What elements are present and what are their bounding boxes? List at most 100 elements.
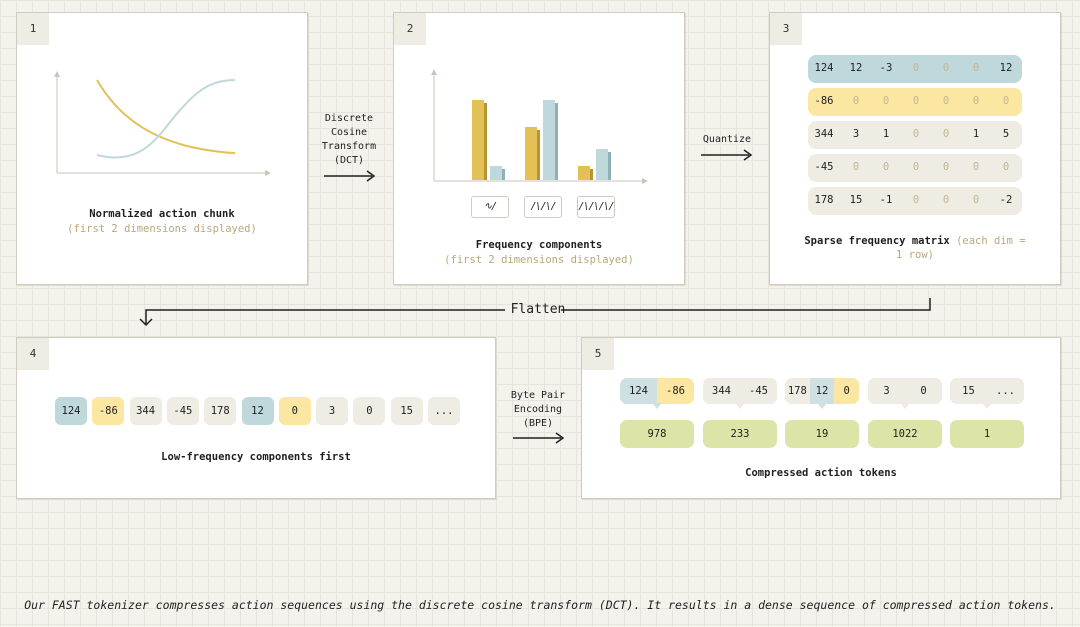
bar-group2-dim1 <box>525 127 537 180</box>
matrix-cell: 0 <box>942 95 950 107</box>
matrix-cell: -1 <box>879 194 893 206</box>
action-chunk-plot <box>54 71 271 176</box>
panel-compressed-tokens: 5 124 -86 344 -45 178 12 0 3 0 15... 978 233 19 1022… <box>581 337 1061 499</box>
bpe-group-value: -86 <box>657 378 694 404</box>
matrix-cell: 0 <box>912 194 920 206</box>
flatten-step-label: Flatten <box>510 302 566 317</box>
quantize-step-label: Quantize <box>702 134 752 145</box>
matrix-cell: -45 <box>814 161 834 173</box>
compressed-token: 19 <box>785 420 859 448</box>
bar-group1-dim1 <box>472 100 484 180</box>
sequence-chip: 124 <box>55 397 87 425</box>
bpe-group-value: -45 <box>740 378 777 404</box>
bpe-group-value: 15 <box>950 378 987 404</box>
y-axis-arrow <box>431 69 437 75</box>
mid-frequency-wave-icon: /\/\/ <box>524 196 562 218</box>
dct-step-label: Discrete Cosine Transform (DCT) <box>321 113 377 166</box>
matrix-cell: 0 <box>972 95 980 107</box>
panel-title: Normalized action chunk <box>89 208 235 220</box>
bpe-group-value: 12 <box>809 378 835 404</box>
panel-frequency-components: 2 ∿/ /\/\/ /\/\/\/ Frequency components … <box>393 12 685 285</box>
panel-number: 1 <box>17 13 49 45</box>
panel-title: Compressed action tokens <box>745 467 897 479</box>
bar-group3-dim2 <box>596 149 608 180</box>
sequence-chip: 3 <box>316 397 349 425</box>
bpe-group-value: 0 <box>905 378 942 404</box>
matrix-cell: 12 <box>849 62 863 74</box>
panel-title: Low-frequency components first <box>161 451 351 463</box>
compressed-token: 233 <box>703 420 777 448</box>
dimension-2-curve <box>96 79 236 159</box>
y-axis-arrow <box>54 71 60 77</box>
bpe-group-value: 344 <box>703 378 740 404</box>
panel-normalized-action-chunk: 1 Normalized action chunk (first 2 dimen… <box>16 12 308 285</box>
panel-number: 3 <box>770 13 802 45</box>
bpe-group-pointer <box>982 403 992 409</box>
bpe-group: 15... <box>950 378 1024 404</box>
bpe-arrow <box>513 432 565 444</box>
matrix-cell: 0 <box>882 95 890 107</box>
panel-number: 2 <box>394 13 426 45</box>
matrix-cell: 0 <box>912 95 920 107</box>
panel-number: 5 <box>582 338 614 370</box>
matrix-cell: 0 <box>852 161 860 173</box>
bpe-group-pointer <box>900 403 910 409</box>
panel-title-block: Sparse frequency matrix (each dim = 1 ro… <box>800 234 1030 262</box>
sequence-chip: 344 <box>129 397 162 425</box>
sequence-chip: 0 <box>278 397 311 425</box>
matrix-cell: 178 <box>814 194 834 206</box>
panel-sparse-frequency-matrix: 3 124 12 -3 0 0 0 12 -86 0 0 0 0 0 0 344 3 1 0 0 1 5 -45 0 0 0 0 0… <box>769 12 1061 285</box>
matrix-cell: 5 <box>1002 128 1010 140</box>
matrix-row-5: 178 15 -1 0 0 0 -2 <box>808 187 1022 215</box>
sequence-chip: -45 <box>166 397 199 425</box>
matrix-cell: 0 <box>1002 161 1010 173</box>
bpe-group: 124 -86 <box>620 378 694 404</box>
high-frequency-wave-icon: /\/\/\/ <box>577 196 615 218</box>
bpe-group: 178 12 0 <box>785 378 859 404</box>
matrix-cell: 12 <box>999 62 1013 74</box>
matrix-cell: 0 <box>942 161 950 173</box>
matrix-cell: 0 <box>942 62 950 74</box>
matrix-cell: 0 <box>972 161 980 173</box>
matrix-cell: 0 <box>882 161 890 173</box>
matrix-row-4: -45 0 0 0 0 0 0 <box>808 154 1022 182</box>
matrix-cell: 0 <box>912 161 920 173</box>
matrix-cell: 1 <box>882 128 890 140</box>
compressed-token: 978 <box>620 420 694 448</box>
dct-arrow <box>324 170 376 182</box>
quantize-arrow <box>701 149 753 161</box>
figure-caption: Our FAST tokenizer compresses action seq… <box>24 598 1056 612</box>
bpe-group-pointer <box>735 403 745 409</box>
flatten-connector <box>139 298 931 327</box>
sequence-chip: 178 <box>204 397 237 425</box>
frequency-bar-chart <box>431 69 648 184</box>
sequence-chip: 0 <box>353 397 386 425</box>
bpe-group-value: ... <box>987 378 1024 404</box>
matrix-cell: -3 <box>879 62 893 74</box>
matrix-row-2: -86 0 0 0 0 0 0 <box>808 88 1022 116</box>
compressed-token: 1 <box>950 420 1024 448</box>
sequence-chip: 12 <box>241 397 274 425</box>
matrix-cell: 1 <box>972 128 980 140</box>
bpe-group-value: 124 <box>620 378 657 404</box>
compressed-token: 1022 <box>868 420 942 448</box>
matrix-cell: 0 <box>972 194 980 206</box>
matrix-cell: -86 <box>814 95 834 107</box>
panel-subtitle: (first 2 dimensions displayed) <box>67 223 257 235</box>
bpe-step-label: Byte Pair Encoding (BPE) <box>510 390 566 429</box>
panel-number: 4 <box>17 338 49 370</box>
sequence-chip: -86 <box>92 397 125 425</box>
bar-group3-dim1 <box>578 166 590 180</box>
sequence-chip: ... <box>428 397 460 425</box>
matrix-cell: 0 <box>912 62 920 74</box>
bpe-group: 344 -45 <box>703 378 777 404</box>
bar-group1-dim2 <box>490 166 502 180</box>
x-axis-arrow <box>265 170 271 176</box>
matrix-row-1: 124 12 -3 0 0 0 12 <box>808 55 1022 83</box>
panel-title: Frequency components <box>475 239 603 251</box>
bpe-group-value: 3 <box>868 378 905 404</box>
matrix-cell: 3 <box>852 128 860 140</box>
matrix-cell: 0 <box>1002 95 1010 107</box>
dimension-1-curve <box>96 79 236 154</box>
